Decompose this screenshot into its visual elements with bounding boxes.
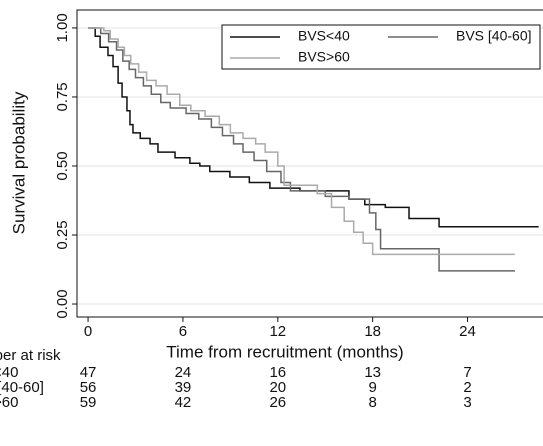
risk-count: 24 bbox=[175, 364, 192, 381]
legend-box bbox=[221, 24, 541, 70]
x-tick-label: 24 bbox=[459, 323, 476, 340]
survival-curve bbox=[88, 27, 515, 256]
risk-count: 8 bbox=[368, 394, 376, 411]
x-axis-label: Time from recruitment (months) bbox=[166, 342, 403, 361]
risk-row-label: BVS>60 bbox=[0, 394, 18, 411]
y-tick-label: 1.00 bbox=[54, 13, 71, 42]
risk-count: 26 bbox=[269, 394, 286, 411]
risk-row-label: BVS<40 bbox=[0, 364, 18, 381]
x-tick-label: 0 bbox=[84, 323, 92, 340]
plot-frame bbox=[76, 9, 543, 318]
risk-count: 3 bbox=[463, 394, 471, 411]
x-tick-label: 12 bbox=[269, 323, 286, 340]
x-tick-label: 18 bbox=[364, 323, 381, 340]
risk-count: 16 bbox=[269, 364, 286, 381]
legend-label: BVS<40 bbox=[298, 28, 350, 44]
risk-count: 7 bbox=[463, 364, 471, 381]
y-axis-label: Survival probability bbox=[9, 91, 28, 234]
risk-count: 20 bbox=[269, 379, 286, 396]
risk-table-title: Number at risk bbox=[0, 347, 61, 364]
y-tick-label: 0.75 bbox=[54, 82, 71, 111]
risk-count: 9 bbox=[368, 379, 376, 396]
y-tick-label: 0.25 bbox=[54, 220, 71, 249]
legend-label: BVS>60 bbox=[298, 49, 350, 65]
risk-count: 47 bbox=[80, 364, 97, 381]
y-tick-label: 0.00 bbox=[54, 289, 71, 318]
x-tick-label: 6 bbox=[179, 323, 187, 340]
risk-count: 42 bbox=[175, 394, 192, 411]
risk-count: 39 bbox=[175, 379, 192, 396]
legend-label: BVS [40-60] bbox=[456, 28, 532, 44]
y-tick-label: 0.50 bbox=[54, 151, 71, 180]
risk-count: 59 bbox=[80, 394, 97, 411]
survival-curve bbox=[88, 27, 515, 272]
risk-count: 2 bbox=[463, 379, 471, 396]
risk-count: 56 bbox=[80, 379, 97, 396]
risk-count: 13 bbox=[364, 364, 381, 381]
risk-row-label: BVS [40-60] bbox=[0, 379, 44, 396]
